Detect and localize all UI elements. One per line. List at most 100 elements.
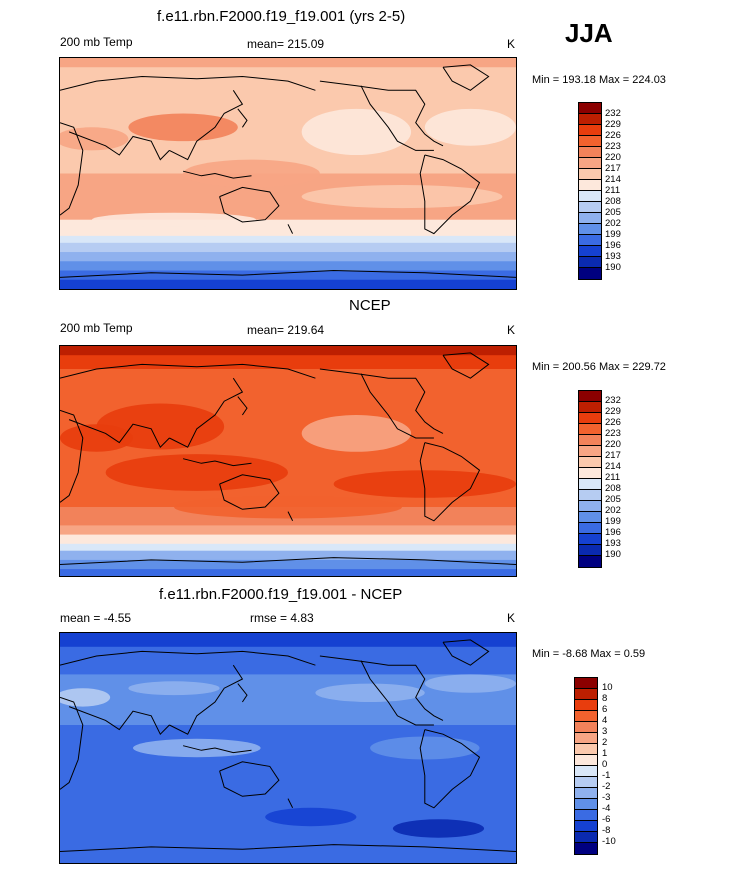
colorbar-swatch <box>579 257 601 268</box>
colorbar-swatch <box>575 722 597 733</box>
colorbar-tick-label: 205 <box>605 494 621 505</box>
contour-band <box>60 58 516 69</box>
colorbar-tick-label: 196 <box>605 240 621 251</box>
coastline <box>287 224 294 234</box>
colorbar-tick-label: -6 <box>602 814 611 825</box>
colorbar-tick-label: 205 <box>605 207 621 218</box>
colorbar-tick-label: 214 <box>605 461 621 472</box>
contour-band <box>60 633 516 648</box>
contour-region <box>392 819 485 838</box>
contour-band <box>60 646 516 676</box>
panel-2-title: NCEP <box>349 297 391 314</box>
colorbar-swatch <box>579 235 601 246</box>
colorbar-tick-label: -1 <box>602 770 611 781</box>
contour-region <box>91 212 257 227</box>
colorbar-swatch <box>575 788 597 799</box>
panel-2-variable-label: 200 mb Temp <box>60 321 133 335</box>
contour-band <box>60 252 516 263</box>
colorbar-tick-label: 4 <box>602 715 608 726</box>
panel-3-rmse-value: 4.83 <box>290 611 314 625</box>
panel-2-units: K <box>507 323 516 337</box>
contour-region <box>333 470 516 498</box>
colorbar-swatch <box>579 391 601 402</box>
panel-1-variable-label: 200 mb Temp <box>60 35 133 49</box>
contour-band <box>60 569 516 576</box>
colorbar-tick-label: -8 <box>602 825 611 836</box>
colorbar-tick-label: -4 <box>602 803 611 814</box>
contour-region <box>183 159 320 188</box>
colorbar-swatch <box>575 711 597 722</box>
coastline <box>219 761 280 797</box>
colorbar-swatch <box>575 777 597 788</box>
coastline <box>219 186 280 223</box>
contour-band <box>60 242 516 254</box>
colorbar-tick-label: 226 <box>605 130 621 141</box>
colorbar-tick-label: 190 <box>605 262 621 273</box>
contour-band <box>60 559 516 571</box>
contour-region <box>105 454 288 491</box>
colorbar-swatch <box>579 402 601 413</box>
colorbar-tick-label: 2 <box>602 737 608 748</box>
contour-region <box>265 807 357 827</box>
panel-3-title: f.e11.rbn.F2000.f19_f19.001 - NCEP <box>159 586 403 603</box>
panel-3-units: K <box>507 611 516 625</box>
coastline <box>319 80 444 147</box>
colorbar-tick-label: 10 <box>602 682 613 693</box>
colorbar-tick-label: 211 <box>605 472 621 483</box>
coastline <box>60 650 316 666</box>
colorbar-tick-label: 229 <box>605 406 621 417</box>
colorbar-tick-label: 208 <box>605 483 621 494</box>
colorbar-tick-label: 226 <box>605 417 621 428</box>
coastline <box>360 660 434 726</box>
contour-band <box>60 534 516 545</box>
contour-band <box>60 550 516 561</box>
contour-region <box>301 108 412 156</box>
panel-3-colorbar-labels: 10 8 6 4 3 2 1 0 -1 -2 -3 -4 -6 -8 -10 <box>602 682 616 847</box>
panel-3-rmse-label: rmse = <box>250 611 288 625</box>
contour-region <box>128 681 220 696</box>
colorbar-swatch <box>579 479 601 490</box>
colorbar-swatch <box>579 180 601 191</box>
contour-band <box>60 355 516 370</box>
coastline <box>169 377 244 448</box>
coastline <box>60 75 316 91</box>
panel-3-map-svg <box>60 633 516 863</box>
colorbar-swatch <box>579 468 601 479</box>
contour-band <box>60 279 516 289</box>
coastline <box>237 108 248 128</box>
colorbar-swatch <box>579 191 601 202</box>
contour-band <box>60 525 516 536</box>
colorbar-tick-label: -3 <box>602 792 611 803</box>
contour-region <box>60 127 129 151</box>
coastline <box>68 419 170 449</box>
panel-1-colorbar <box>578 102 602 280</box>
colorbar-tick-label: 211 <box>605 185 621 196</box>
colorbar-tick-label: 199 <box>605 229 621 240</box>
coastline <box>60 122 84 216</box>
colorbar-swatch <box>579 103 601 114</box>
panel-1-map-svg <box>60 58 516 289</box>
colorbar-swatch <box>575 700 597 711</box>
coastline <box>68 131 170 161</box>
coastline <box>60 844 516 852</box>
colorbar-swatch <box>579 158 601 169</box>
colorbar-swatch <box>575 678 597 689</box>
colorbar-swatch <box>575 744 597 755</box>
contour-band <box>60 270 516 281</box>
colorbar-tick-label: 214 <box>605 174 621 185</box>
panel-3-minmax: Min = -8.68 Max = 0.59 <box>532 648 646 660</box>
coastline <box>237 396 248 416</box>
panel-1-mean-label: mean= <box>247 37 285 51</box>
panel-1-units: K <box>507 37 516 51</box>
colorbar-swatch <box>579 246 601 257</box>
colorbar-swatch <box>575 832 597 843</box>
colorbar-swatch <box>579 413 601 424</box>
contour-region <box>60 424 133 452</box>
colorbar-tick-label: 208 <box>605 196 621 207</box>
colorbar-tick-label: 217 <box>605 163 621 174</box>
coastline <box>60 409 84 503</box>
colorbar-swatch <box>579 545 601 556</box>
colorbar-swatch <box>579 125 601 136</box>
coastline <box>182 745 252 754</box>
panel-2-map-svg <box>60 346 516 576</box>
